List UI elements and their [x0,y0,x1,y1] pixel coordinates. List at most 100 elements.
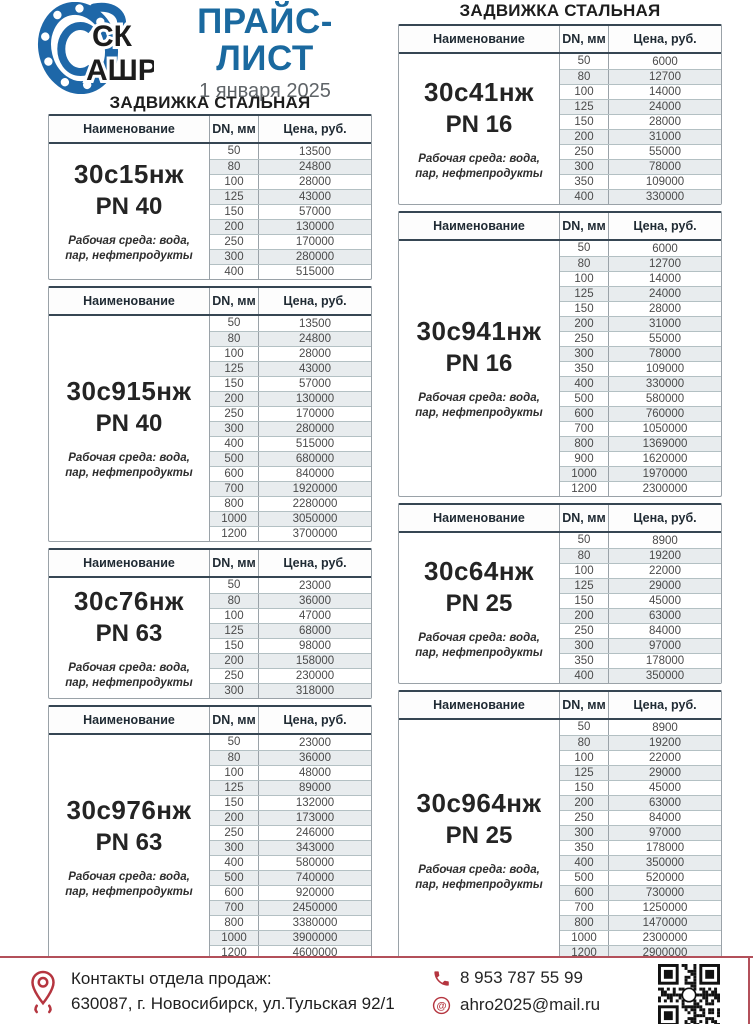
table-row: 800 2280000 [210,496,371,511]
table-rows: 50 6000 80 12700 100 14000 125 24000 150 28000 200… [560,241,721,496]
product-working-medium: Рабочая среда: вода, пар, нефтепродукты [65,871,193,898]
price-value: 178000 [645,842,685,854]
table-row: 700 1050000 [560,421,721,436]
price-value: 246000 [295,827,335,839]
dn-value: 700 [210,482,259,496]
dn-value: 150 [560,594,609,608]
dn-value: 1000 [560,467,609,481]
table-row: 50 13500 [210,144,371,159]
price-value: 22000 [649,752,681,764]
dn-value: 150 [210,205,259,219]
dn-value: 600 [560,407,609,421]
product-pn: PN 63 [95,829,163,857]
table-row: 500 680000 [210,451,371,466]
dn-value: 200 [560,130,609,144]
price-value: 130000 [295,221,335,233]
col-header-name: Наименование [399,505,560,531]
table-row: 125 24000 [560,286,721,301]
product-working-medium: Рабочая среда: вода, пар, нефтепродукты [65,235,193,262]
table-row: 400 330000 [560,189,721,204]
price-value: 520000 [645,872,685,884]
address-line: 630087, г. Новосибирск, ул.Тульская 92/1 [71,993,395,1013]
table-row: 300 280000 [210,249,371,264]
dn-value: 250 [210,235,259,249]
table-row: 200 130000 [210,219,371,234]
table-row: 800 1470000 [560,915,721,930]
dn-value: 200 [560,317,609,331]
dn-value: 400 [560,377,609,391]
company-logo-flange-icon: СК АШРО [38,2,154,94]
table-header-row: Наименование DN, мм Цена, руб. [49,288,371,316]
email-row: @ ahro2025@mail.ru [432,995,600,1015]
table-row: 125 24000 [560,99,721,114]
dn-value: 150 [560,302,609,316]
price-value: 109000 [645,363,685,375]
table-row: 125 29000 [560,578,721,593]
col-header-price: Цена, руб. [283,294,347,308]
dn-value: 200 [210,811,259,825]
table-row: 150 98000 [210,638,371,653]
table-row: 80 19200 [560,548,721,563]
price-value: 14000 [649,273,681,285]
table-row: 400 330000 [560,376,721,391]
table-body: 30с15нж PN 40 Рабочая среда: вода, пар, не… [49,144,371,279]
dn-value: 400 [560,669,609,683]
col-header-price: Цена, руб. [283,556,347,570]
price-table-30с964нж: Наименование DN, мм Цена, руб. 30с964нж PN 2… [398,690,722,961]
price-value: 31000 [649,131,681,143]
table-row: 300 343000 [210,840,371,855]
price-value: 230000 [295,670,335,682]
price-value: 1369000 [642,438,688,450]
dn-value: 500 [210,871,259,885]
price-value: 24800 [299,161,331,173]
dn-value: 150 [210,796,259,810]
price-value: 12700 [649,258,681,270]
product-code: 30с41нж [424,76,534,107]
price-table-30с941нж: Наименование DN, мм Цена, руб. 30с941нж PN 1… [398,211,722,497]
price-table-30с915нж: Наименование DN, мм Цена, руб. 30с915нж PN 4… [48,286,372,542]
table-row: 400 515000 [210,436,371,451]
dn-value: 1000 [560,931,609,945]
table-row: 150 132000 [210,795,371,810]
dn-value: 500 [560,392,609,406]
dn-value: 100 [210,175,259,189]
dn-value: 300 [210,250,259,264]
table-header-row: Наименование DN, мм Цена, руб. [49,707,371,735]
price-value: 55000 [649,333,681,345]
dn-value: 250 [560,145,609,159]
table-row: 600 920000 [210,885,371,900]
dn-value: 100 [210,766,259,780]
dn-value: 350 [560,841,609,855]
table-header-row: Наименование DN, мм Цена, руб. [399,505,721,533]
table-row: 250 55000 [560,144,721,159]
dn-value: 700 [560,422,609,436]
price-value: 2300000 [642,932,688,944]
table-row: 50 23000 [210,735,371,750]
table-row: 100 47000 [210,608,371,623]
price-value: 57000 [299,378,331,390]
table-row: 250 84000 [560,623,721,638]
table-row: 600 730000 [560,885,721,900]
table-row: 80 19200 [560,735,721,750]
product-working-medium: Рабочая среда: вода, пар, нефтепродукты [415,631,543,659]
price-value: 23000 [299,579,331,592]
table-body: 30с41нж PN 16 Рабочая среда: вода, пар, не… [399,54,721,204]
price-value: 47000 [299,610,331,622]
price-value: 330000 [645,378,685,390]
product-code: 30с976нж [66,795,192,826]
table-row: 100 22000 [560,563,721,578]
table-rows: 50 23000 80 36000 100 47000 125 68000 150 98000 20… [210,578,371,698]
col-header-dn: DN, мм [210,288,259,314]
table-row: 500 740000 [210,870,371,885]
table-rows: 50 23000 80 36000 100 48000 125 89000 150 132000 2… [210,735,371,960]
footer-contact-block: Контакты отдела продаж: 630087, г. Новос… [28,967,395,1016]
dn-value: 125 [210,781,259,795]
price-value: 2280000 [292,498,338,510]
dn-value: 200 [560,609,609,623]
table-body: 30с915нж PN 40 Рабочая среда: вода, пар, н… [49,316,371,541]
table-row: 1000 3900000 [210,930,371,945]
product-code: 30с915нж [66,376,192,407]
price-value: 55000 [649,146,681,158]
price-value: 6000 [652,55,678,68]
left-column: СК АШРО ПРАЙС-ЛИСТ 1 января 2025 ЗАДВИЖК… [38,0,372,967]
